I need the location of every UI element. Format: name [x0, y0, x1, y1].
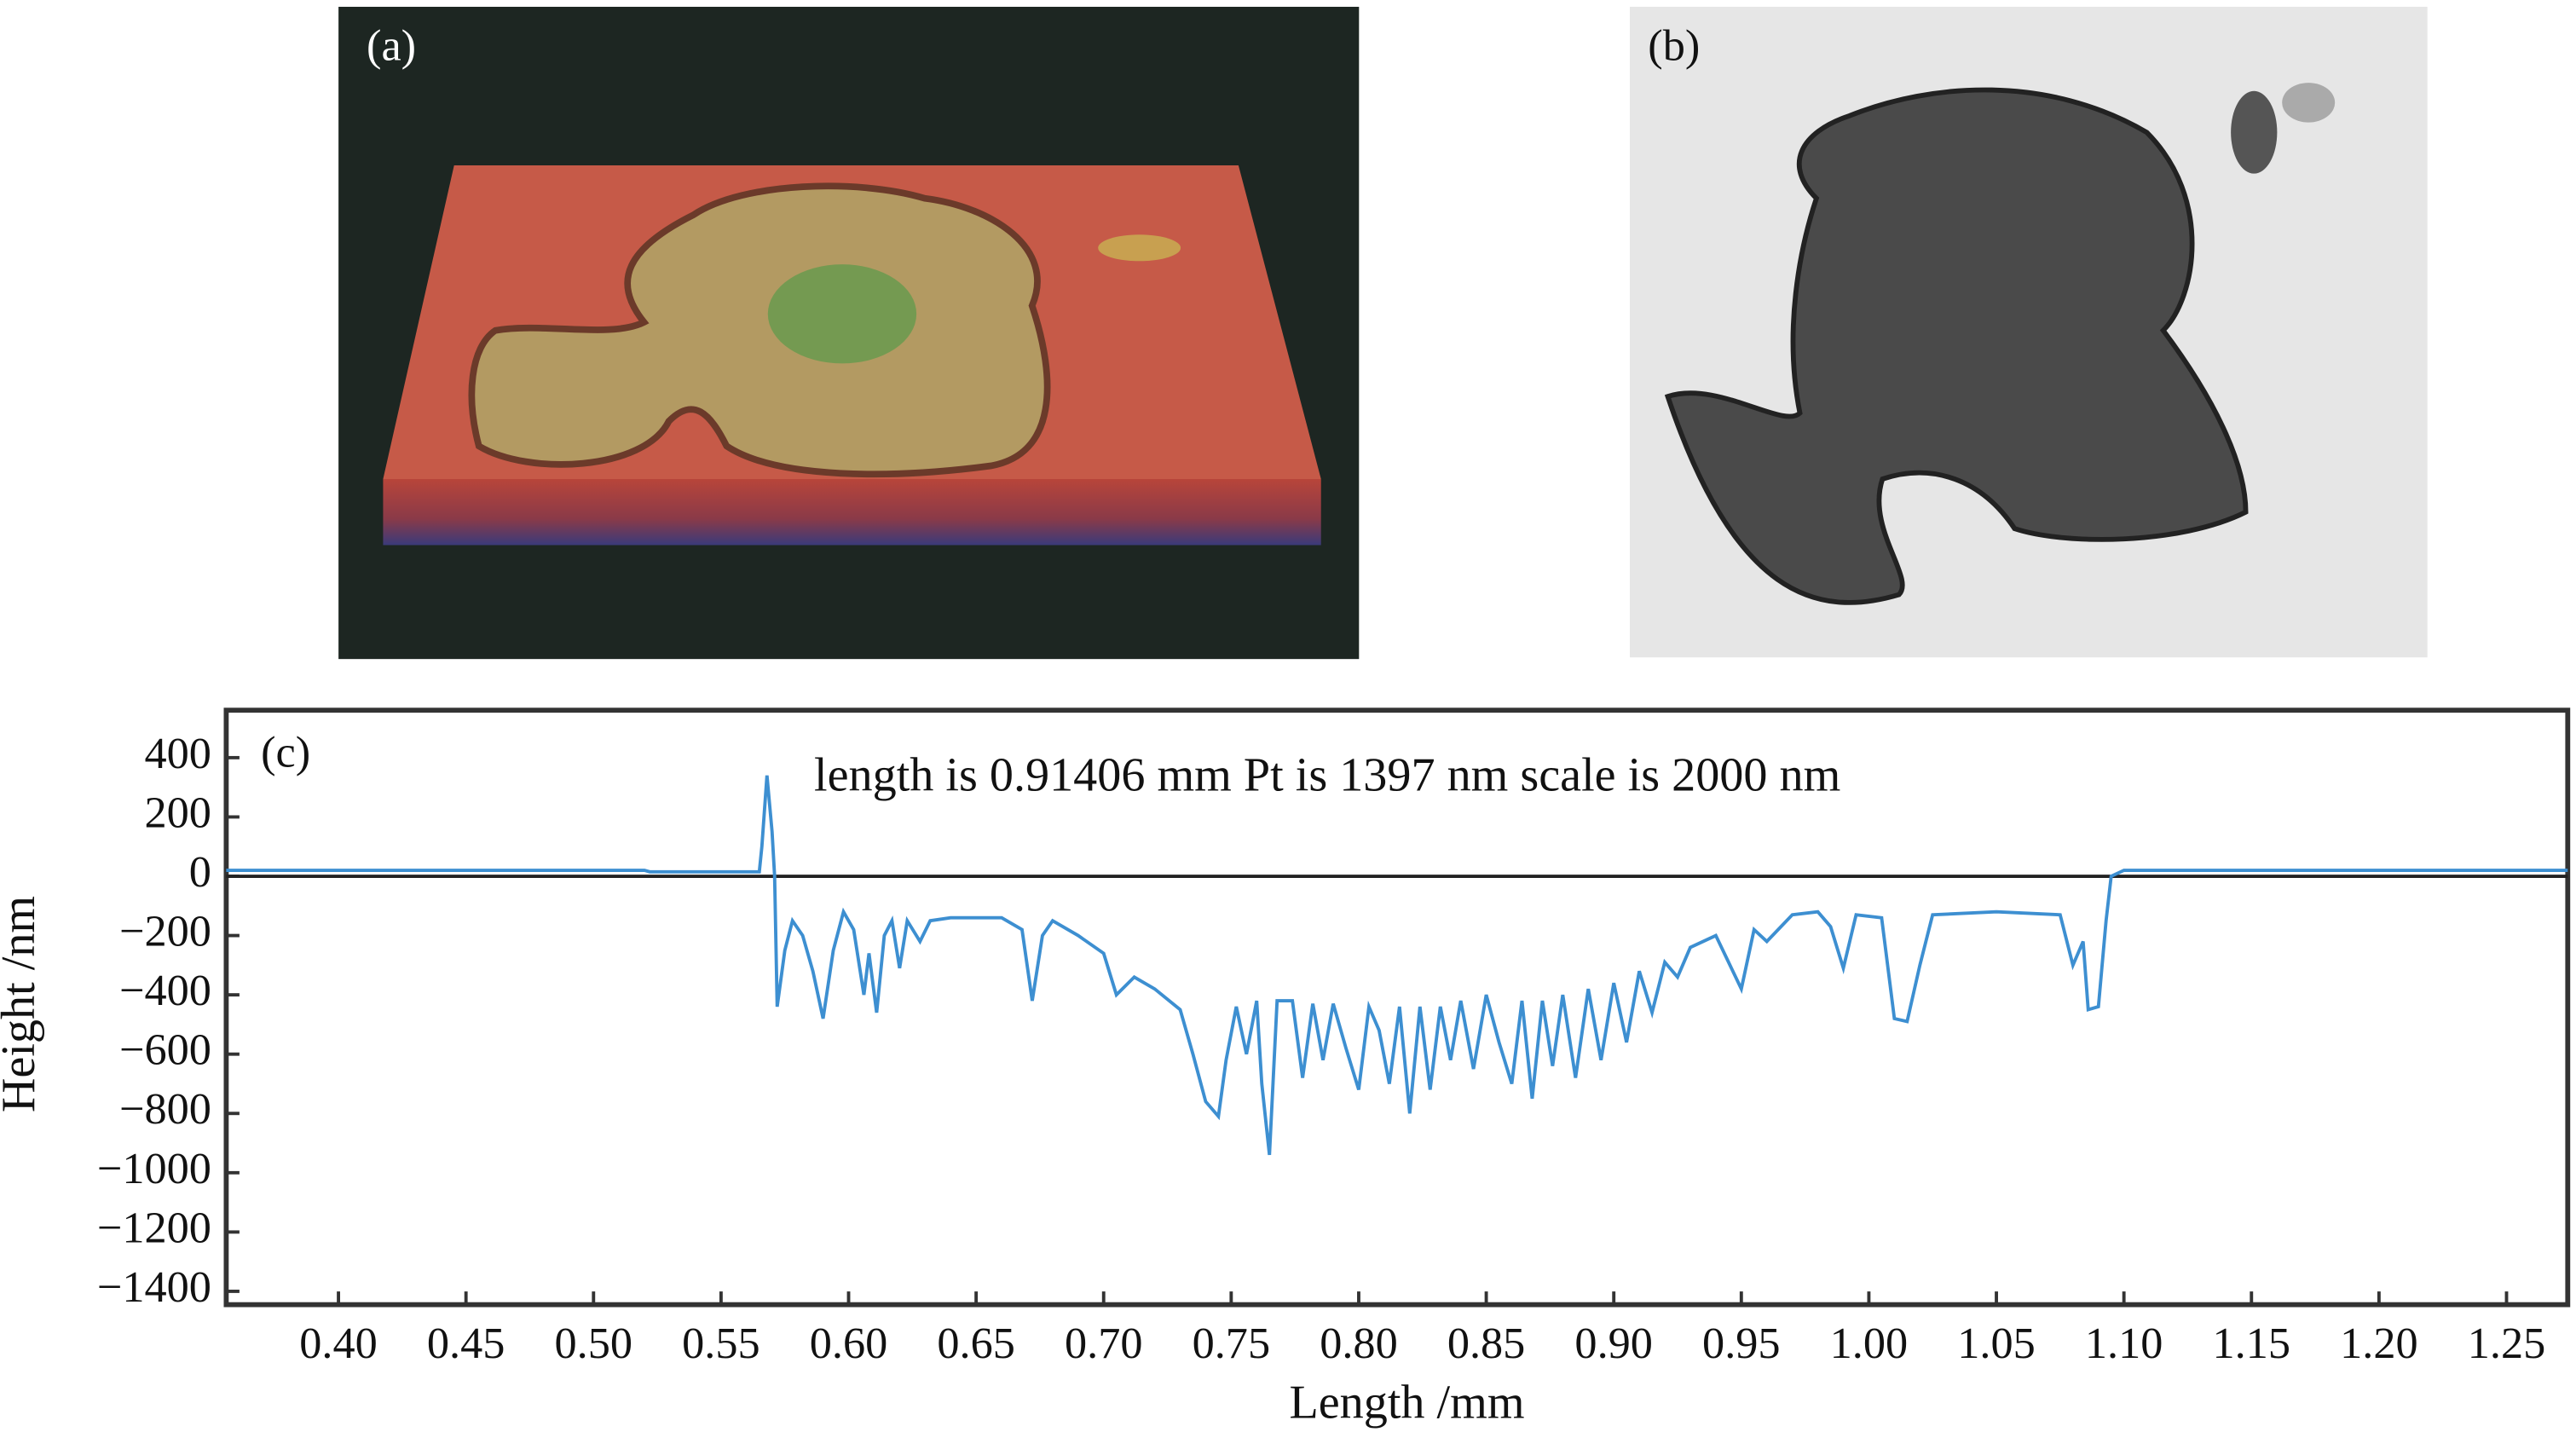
panel-label: (c)	[261, 727, 310, 777]
y-tick-label: −400	[119, 966, 211, 1015]
x-tick-label: 1.15	[2213, 1319, 2291, 1368]
y-tick-label: −1200	[97, 1203, 211, 1252]
slab-side	[383, 479, 1321, 546]
annotation: length is 0.91406 mm Pt is 1397 nm scale…	[814, 748, 1840, 801]
profile-line	[226, 775, 2568, 1156]
x-axis-label: Length /mm	[1289, 1377, 1524, 1429]
y-tick-label: −1000	[97, 1144, 211, 1193]
y-tick-label: −1400	[97, 1262, 211, 1312]
x-tick-label: 0.45	[427, 1319, 505, 1368]
x-tick-label: 1.25	[2468, 1319, 2546, 1368]
x-tick-label: 0.70	[1065, 1319, 1143, 1368]
y-tick-label: 200	[145, 788, 211, 837]
panel-label: (b)	[1648, 20, 1700, 70]
x-tick-label: 0.90	[1574, 1319, 1653, 1368]
panel-b: (b)	[1629, 6, 2428, 658]
x-tick-label: 0.50	[555, 1319, 633, 1368]
y-tick-label: −200	[119, 907, 211, 956]
x-tick-label: 1.00	[1830, 1319, 1909, 1368]
small-pit	[2282, 83, 2336, 123]
green-zone	[767, 264, 917, 364]
pit-region	[468, 182, 1051, 478]
x-tick-label: 0.55	[682, 1319, 760, 1368]
x-tick-label: 0.75	[1193, 1319, 1271, 1368]
panel-a: (a)	[338, 6, 1360, 660]
x-tick-label: 1.20	[2340, 1319, 2418, 1368]
y-tick-label: 0	[189, 847, 211, 897]
y-tick-label: −800	[119, 1084, 211, 1134]
plot-frame	[223, 707, 2571, 1308]
panel-label: (a)	[367, 20, 416, 70]
x-tick-label: 0.40	[299, 1319, 378, 1368]
x-tick-label: 0.85	[1447, 1319, 1526, 1368]
y-tick-label: 400	[145, 729, 211, 778]
small-pit	[1098, 234, 1181, 262]
x-tick-label: 0.65	[937, 1319, 1015, 1368]
x-tick-label: 0.80	[1320, 1319, 1398, 1368]
x-tick-label: 1.10	[2085, 1319, 2163, 1368]
x-tick-label: 1.05	[1957, 1319, 2036, 1368]
small-pit	[2231, 90, 2278, 174]
y-axis-label: Height /nm	[0, 896, 45, 1112]
pit-region	[1664, 87, 2249, 605]
x-tick-label: 0.60	[810, 1319, 888, 1368]
y-tick-label: −600	[119, 1025, 211, 1075]
x-tick-label: 0.95	[1702, 1319, 1781, 1368]
